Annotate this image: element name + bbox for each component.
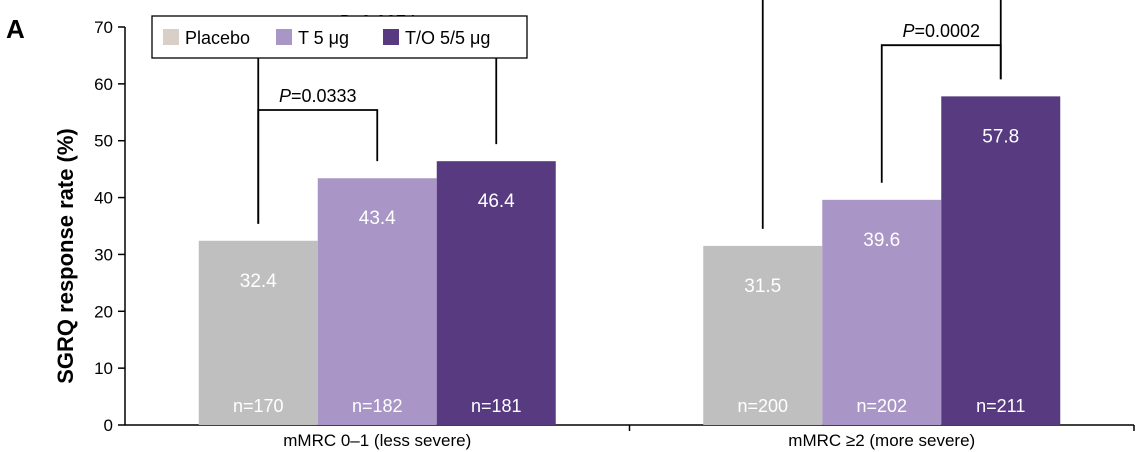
y-tick-label: 20 bbox=[94, 302, 113, 321]
bar-n-label: n=181 bbox=[471, 396, 522, 416]
p-value-label: P=0.0002 bbox=[902, 21, 980, 41]
legend-label: T 5 μg bbox=[298, 28, 349, 48]
bar bbox=[822, 199, 942, 425]
y-tick-label: 10 bbox=[94, 359, 113, 378]
y-tick-label: 60 bbox=[94, 75, 113, 94]
significance-bracket bbox=[761, 0, 1002, 229]
legend-box bbox=[151, 15, 528, 59]
p-value-text: =0.0002 bbox=[914, 21, 980, 41]
bar-value-label: 46.4 bbox=[478, 191, 515, 212]
legend-swatch bbox=[163, 29, 179, 45]
bar bbox=[703, 245, 823, 425]
y-tick-label: 50 bbox=[94, 132, 113, 151]
bar-n-label: n=170 bbox=[233, 396, 284, 416]
bar-value-label: 57.8 bbox=[982, 126, 1019, 147]
bar bbox=[941, 96, 1061, 425]
x-category-label: mMRC 0–1 (less severe) bbox=[283, 431, 471, 450]
bar bbox=[436, 161, 556, 425]
y-tick-label: 30 bbox=[94, 245, 113, 264]
bar-n-label: n=211 bbox=[976, 396, 1025, 416]
axes: 0 10 20 30 40 50 60 70 mMRC 0–1 (less severe) mMR… bbox=[94, 18, 1135, 450]
y-tick-label: 70 bbox=[94, 18, 113, 37]
x-category-label: mMRC ≥2 (more severe) bbox=[788, 431, 975, 450]
legend: Placebo T 5 μg T/O 5/5 μg bbox=[151, 15, 528, 59]
bar-n-label: n=182 bbox=[352, 396, 403, 416]
bars: 32.4 n=170 43.4 n=182 46.4 n=181 31.5 n=200 39.6… bbox=[198, 96, 1061, 425]
bar-value-label: 39.6 bbox=[863, 230, 900, 251]
legend-swatch bbox=[276, 29, 292, 45]
bar-value-label: 32.4 bbox=[240, 271, 277, 292]
p-value-text: =0.0333 bbox=[291, 86, 357, 106]
bar-n-label: n=202 bbox=[856, 396, 907, 416]
legend-swatch bbox=[383, 29, 399, 45]
bar bbox=[317, 178, 437, 425]
y-tick-label: 0 bbox=[104, 416, 113, 435]
panel-letter: A bbox=[6, 14, 25, 44]
bar-n-label: n=200 bbox=[737, 396, 788, 416]
p-value-label: P=0.0333 bbox=[279, 86, 357, 106]
legend-label: Placebo bbox=[185, 28, 250, 48]
bar-value-label: 31.5 bbox=[744, 276, 781, 297]
p-symbol: P bbox=[902, 21, 914, 41]
y-axis-label: SGRQ response rate (%) bbox=[53, 128, 78, 384]
p-symbol: P bbox=[279, 86, 291, 106]
y-tick-label: 40 bbox=[94, 189, 113, 208]
legend-label: T/O 5/5 μg bbox=[405, 28, 490, 48]
bar bbox=[198, 240, 318, 425]
bar-value-label: 43.4 bbox=[359, 208, 396, 229]
